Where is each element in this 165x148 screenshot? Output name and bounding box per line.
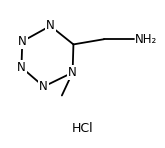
Text: N: N [68,66,77,79]
Text: N: N [17,61,26,74]
Text: N: N [18,35,27,48]
Text: N: N [46,19,55,32]
Text: NH₂: NH₂ [135,33,158,46]
Text: HCl: HCl [72,122,93,135]
Text: N: N [39,80,48,93]
